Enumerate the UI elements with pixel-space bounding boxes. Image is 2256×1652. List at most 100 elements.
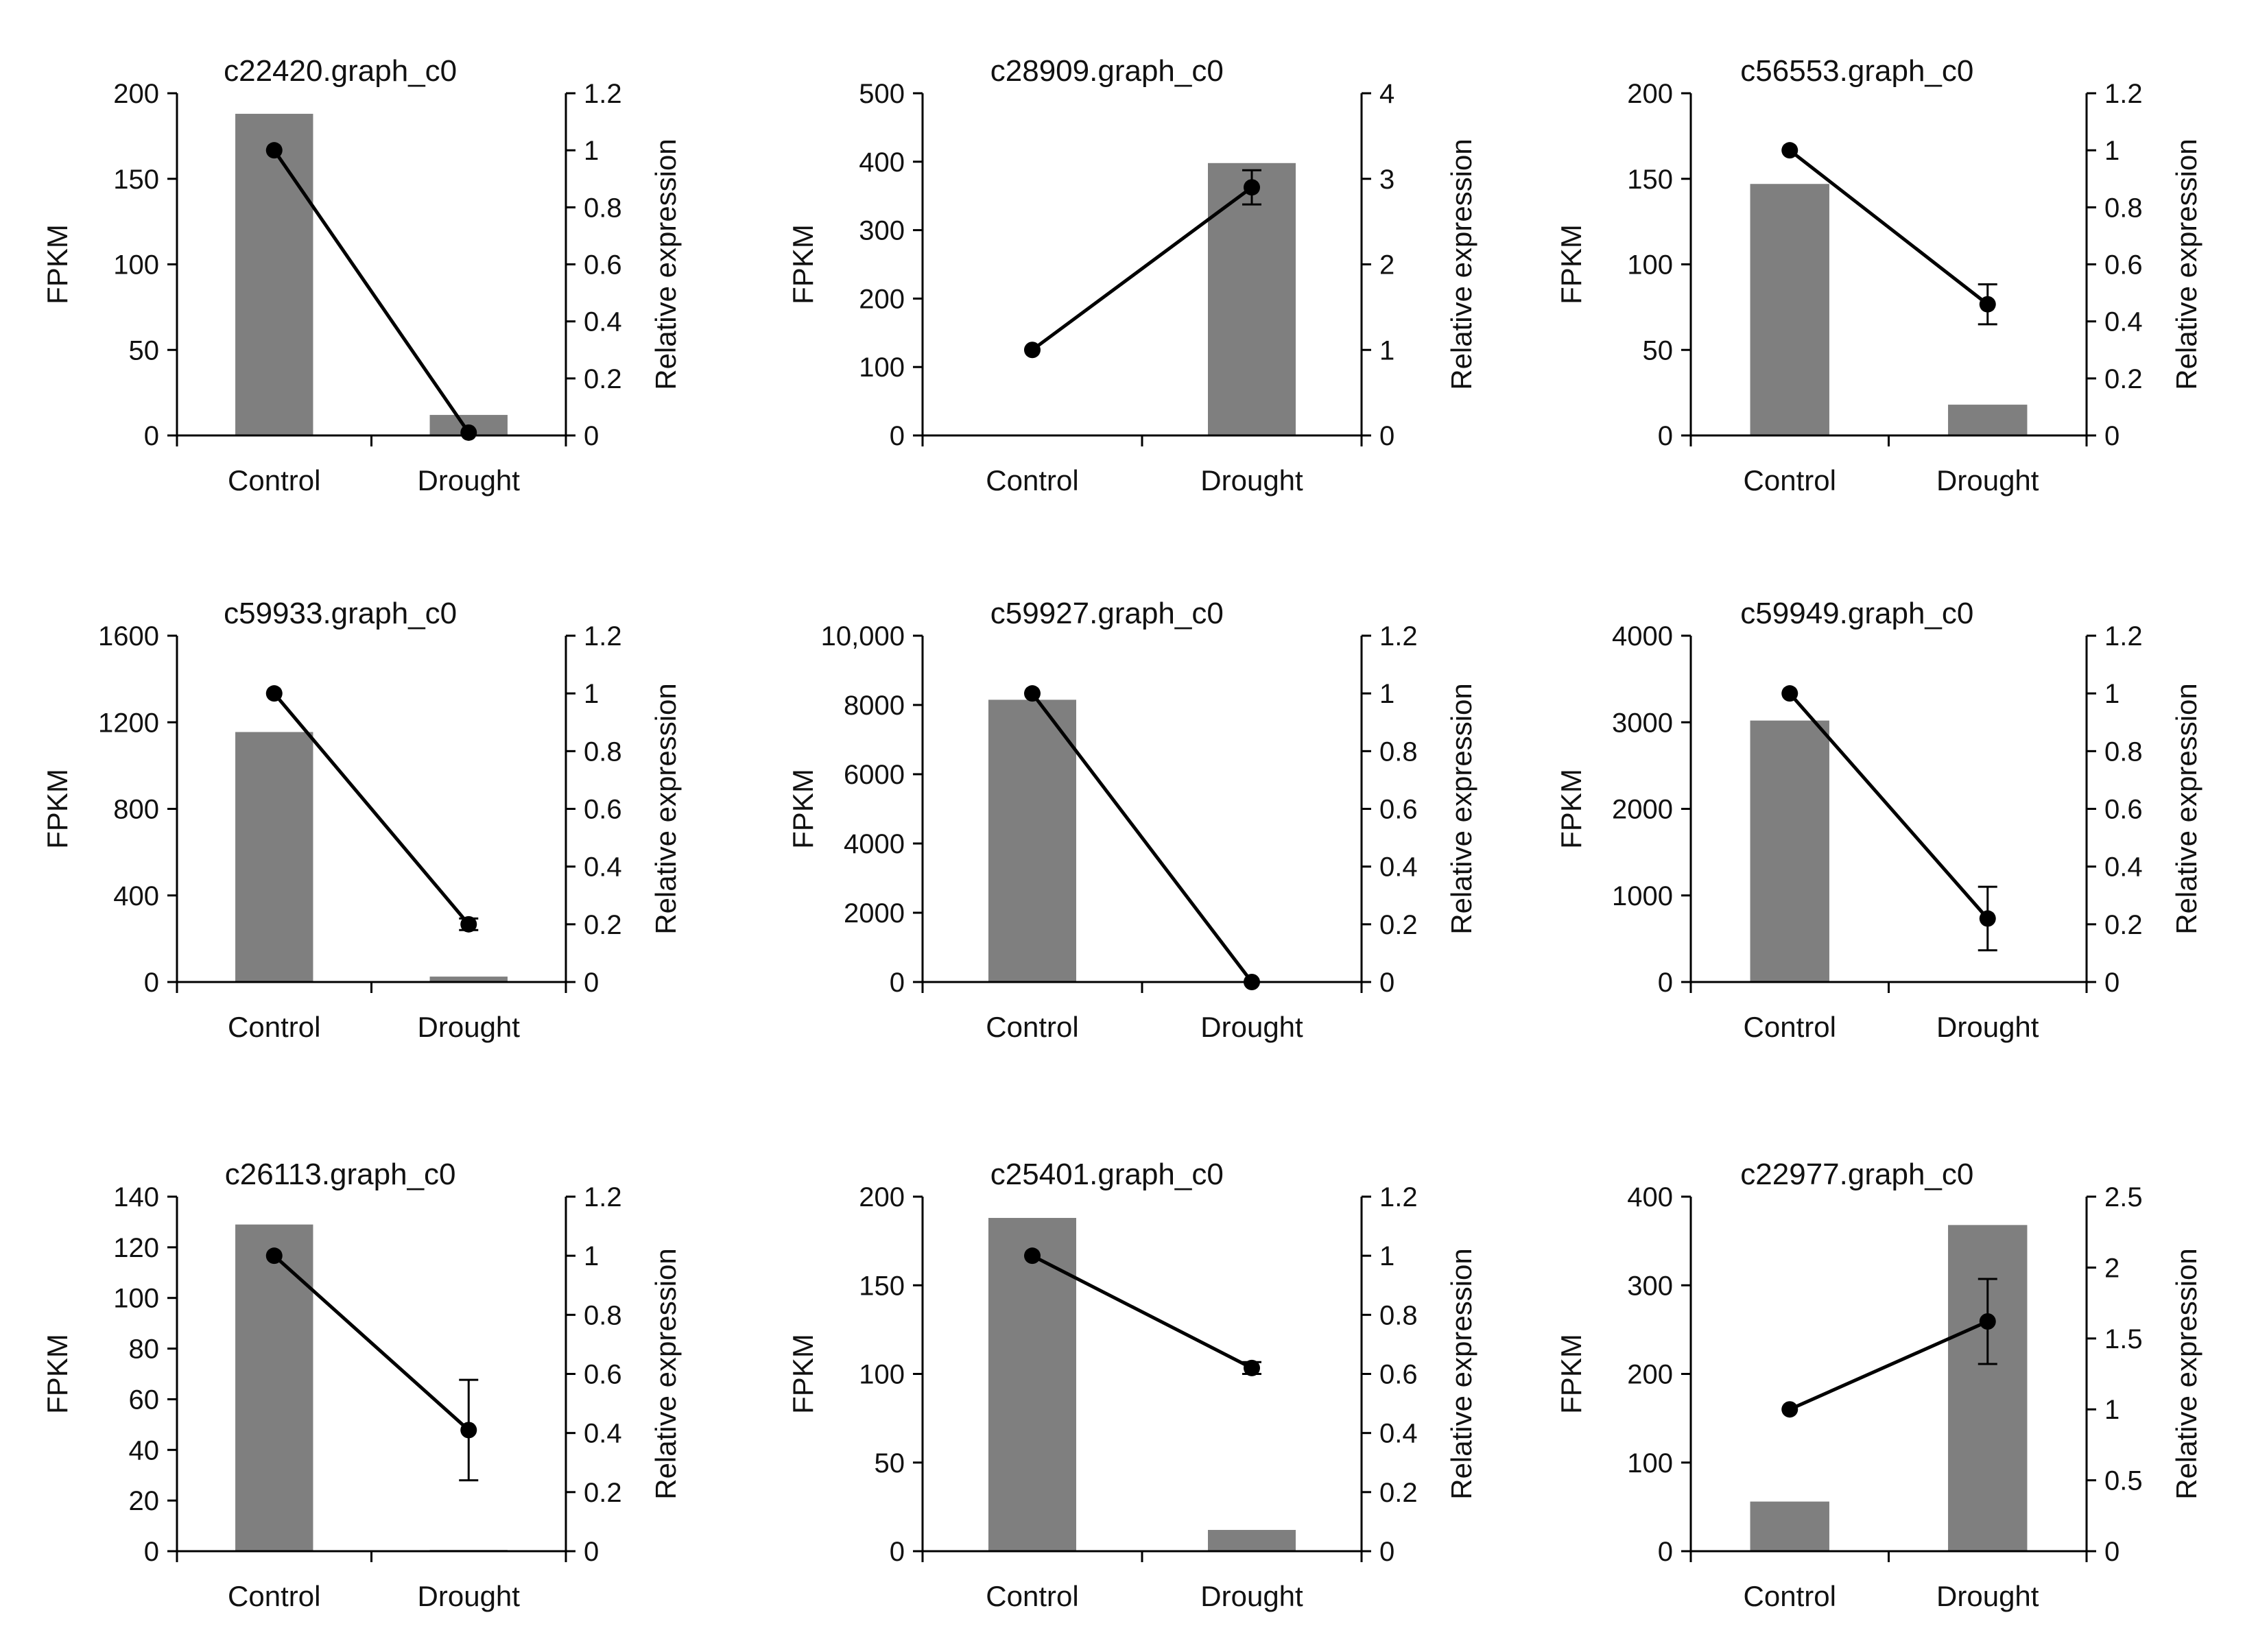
left-tick-label: 0 <box>1658 968 1673 998</box>
right-tick-label: 1.2 <box>1379 621 1418 651</box>
right-tick-label: 0 <box>584 421 599 451</box>
left-tick-label: 400 <box>1627 1182 1673 1212</box>
data-point-drought <box>460 1422 477 1439</box>
category-label: Drought <box>1936 1011 2039 1043</box>
right-tick-label: 0.4 <box>584 852 622 883</box>
chart-title: c22977.graph_c0 <box>1740 1158 1973 1191</box>
left-tick-label: 200 <box>1627 1360 1673 1390</box>
chart-panel-9: 0 100 200 300 400 0 0.5 1 1.5 2 2.5 Control Drought c… <box>1555 1158 2202 1612</box>
relative-expression-line <box>1031 186 1253 352</box>
left-tick-label: 200 <box>113 79 159 109</box>
data-point-drought <box>1244 1359 1260 1376</box>
category-label: Control <box>1744 464 1836 496</box>
left-tick-label: 100 <box>1627 250 1673 280</box>
chart-title: c26113.graph_c0 <box>225 1158 456 1191</box>
right-tick-label: 0.2 <box>2104 910 2143 940</box>
y-axis-label: FPKM <box>41 224 73 304</box>
right-tick-label: 0.4 <box>584 1419 622 1449</box>
right-tick-label: 1.2 <box>584 79 622 109</box>
bar-control <box>235 1224 313 1551</box>
relative-expression-line <box>272 692 471 926</box>
left-tick-label: 400 <box>113 881 159 911</box>
chart-panel-5: 0 2000 4000 6000 8000 10,000 0 0.2 0.4 0.6 0.8 1 1.2… <box>787 597 1477 1043</box>
data-point-control <box>1781 685 1798 702</box>
chart-panel-6: 0 1000 2000 3000 4000 0 0.2 0.4 0.6 0.8 1 1.2 Contro… <box>1555 597 2202 1043</box>
left-tick-label: 10,000 <box>821 621 905 651</box>
left-tick-label: 0 <box>890 421 905 451</box>
bar-control <box>988 1218 1076 1551</box>
left-tick-label: 200 <box>1627 79 1673 109</box>
right-tick-label: 0.8 <box>1379 737 1418 767</box>
y2-axis-label: Relative expression <box>1445 1248 1477 1500</box>
y-axis-label: FPKM <box>787 1334 819 1414</box>
left-tick-label: 0 <box>1658 421 1673 451</box>
right-tick-label: 0.4 <box>2104 852 2143 883</box>
left-tick-label: 200 <box>859 1182 905 1212</box>
right-tick-label: 1 <box>584 679 599 709</box>
data-point-drought <box>460 424 477 441</box>
right-tick-label: 0 <box>1379 421 1394 451</box>
y2-axis-label: Relative expression <box>650 139 682 390</box>
right-tick-label: 0.8 <box>584 737 622 767</box>
left-tick-label: 4000 <box>1612 621 1673 651</box>
right-tick-label: 1.2 <box>1379 1182 1418 1212</box>
left-tick-label: 4000 <box>844 829 905 859</box>
category-label: Drought <box>418 464 521 496</box>
category-label: Drought <box>1936 464 2039 496</box>
left-tick-label: 1000 <box>1612 881 1673 911</box>
bar-control <box>988 699 1076 982</box>
relative-expression-line <box>1031 1254 1253 1370</box>
chart-panel-8: 0 50 100 150 200 0 0.2 0.4 0.6 0.8 1 1.2 Control Drou… <box>787 1158 1477 1612</box>
right-tick-label: 0.6 <box>584 1360 622 1390</box>
left-tick-label: 6000 <box>844 760 905 790</box>
right-tick-label: 0.2 <box>584 910 622 940</box>
right-tick-label: 0.8 <box>1379 1300 1418 1330</box>
data-point-control <box>1024 685 1041 702</box>
left-tick-label: 140 <box>113 1182 159 1212</box>
right-tick-label: 2 <box>1379 250 1394 280</box>
category-label: Drought <box>1200 1011 1303 1043</box>
y-axis-label: FPKM <box>1555 769 1587 849</box>
y2-axis-label: Relative expression <box>1445 139 1477 390</box>
y2-axis-label: Relative expression <box>1445 683 1477 935</box>
right-tick-label: 0 <box>584 968 599 998</box>
data-point-control <box>265 142 283 159</box>
left-tick-label: 400 <box>859 147 905 178</box>
relative-expression-line <box>1031 692 1253 983</box>
right-tick-label: 2 <box>2104 1253 2120 1283</box>
y-axis-label: FPKM <box>41 769 73 849</box>
right-tick-label: 1.2 <box>584 621 622 651</box>
y2-axis-label: Relative expression <box>2170 1248 2202 1500</box>
y2-axis-label: Relative expression <box>2170 139 2202 390</box>
left-tick-label: 8000 <box>844 691 905 721</box>
chart-title: c22420.graph_c0 <box>224 54 457 88</box>
data-point-drought <box>1979 1313 1996 1330</box>
y2-axis-label: Relative expression <box>650 1248 682 1500</box>
right-tick-label: 0.6 <box>2104 795 2143 825</box>
right-tick-label: 2.5 <box>2104 1182 2143 1212</box>
left-tick-label: 100 <box>113 250 159 280</box>
category-label: Drought <box>1200 464 1303 496</box>
bar-drought <box>1208 1529 1296 1551</box>
chart-panel-1: 0 50 100 150 200 0 0.2 0.4 0.6 0.8 1 1.2 Control Drou… <box>41 54 682 496</box>
category-label: Control <box>1744 1011 1836 1043</box>
bar-control <box>1750 184 1829 435</box>
left-tick-label: 300 <box>859 216 905 246</box>
right-tick-label: 0.8 <box>2104 193 2143 223</box>
right-tick-label: 0 <box>2104 421 2120 451</box>
left-tick-label: 20 <box>129 1486 160 1516</box>
right-tick-label: 1 <box>1379 679 1394 709</box>
right-tick-label: 3 <box>1379 165 1394 195</box>
right-tick-label: 1 <box>2104 1395 2120 1425</box>
category-label: Control <box>986 1011 1078 1043</box>
category-label: Control <box>1744 1580 1836 1612</box>
chart-panel-2: 0 100 200 300 400 500 0 1 2 3 4 Control Drought c2890… <box>787 54 1477 496</box>
right-tick-label: 0 <box>2104 1537 2120 1567</box>
relative-expression-line <box>273 1254 470 1432</box>
data-point-drought <box>1244 974 1260 990</box>
left-tick-label: 100 <box>859 1360 905 1390</box>
right-tick-label: 0.4 <box>584 307 622 337</box>
y-axis-label: FPKM <box>787 224 819 304</box>
category-label: Drought <box>1936 1580 2039 1612</box>
